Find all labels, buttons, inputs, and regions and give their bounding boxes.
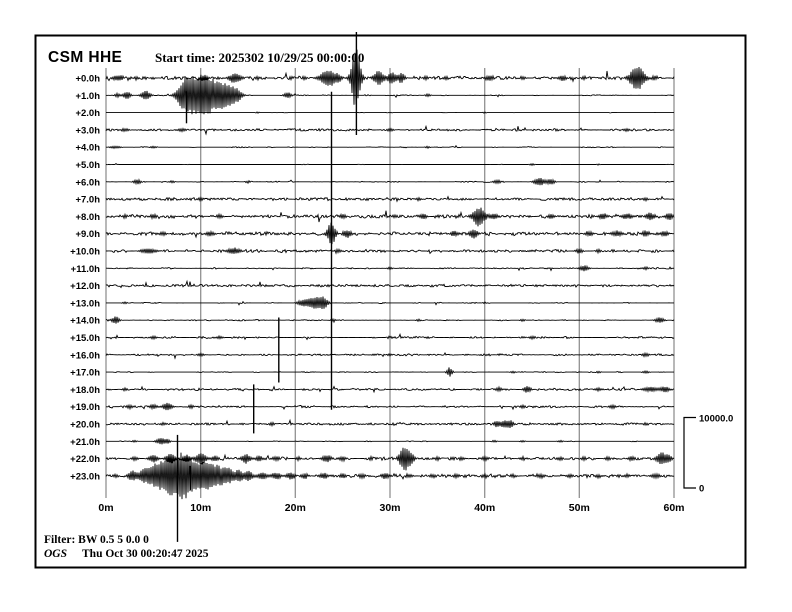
row-label: +10.0h: [70, 247, 100, 258]
x-tick-label: 40m: [474, 502, 495, 514]
row-label: +8.0h: [75, 212, 100, 223]
agency-label: OGS: [44, 548, 67, 560]
row-label: +20.0h: [70, 420, 100, 431]
gridlines: [105, 68, 675, 498]
row-label: +15.0h: [70, 333, 100, 344]
x-tick-label: 0m: [98, 502, 113, 514]
row-label: +2.0h: [75, 108, 100, 119]
seismic-traces: [105, 32, 675, 542]
row-label: +4.0h: [75, 143, 100, 154]
row-label: +19.0h: [70, 402, 100, 413]
x-tick-label: 50m: [569, 502, 590, 514]
x-tick-label: 30m: [379, 502, 400, 514]
row-label: +22.0h: [70, 454, 100, 465]
row-label: +17.0h: [70, 368, 100, 379]
row-label: +16.0h: [70, 350, 100, 361]
row-label: +6.0h: [75, 177, 100, 188]
start-time-label: Start time: 2025302 10/29/25 00:00:00: [155, 50, 364, 65]
x-tick-label: 60m: [663, 502, 684, 514]
row-label: +5.0h: [75, 160, 100, 171]
row-label: +23.0h: [70, 471, 100, 482]
amplitude-scale-bracket: [683, 416, 696, 489]
x-tick-label: 20m: [285, 502, 306, 514]
filter-label: Filter: BW 0.5 5 0.0 0: [44, 534, 149, 546]
row-label: +3.0h: [75, 125, 100, 136]
generated-timestamp: Thu Oct 30 00:20:47 2025: [82, 548, 209, 560]
plot-border: [34, 34, 747, 569]
scale-max-label: 10000.0: [699, 414, 733, 425]
row-label: +0.0h: [75, 74, 100, 85]
x-axis-tick-labels: 0m 10m 20m 30m 40m 50m 60m: [98, 502, 684, 514]
scale-min-label: 0: [699, 484, 704, 495]
station-title: CSM HHE: [48, 49, 122, 66]
row-label: +12.0h: [70, 281, 100, 292]
row-label: +14.0h: [70, 316, 100, 327]
hour-row-labels: +0.0h +1.0h +2.0h +3.0h +4.0h +5.0h +6.0h +7.0h…: [70, 74, 100, 483]
x-tick-label: 10m: [190, 502, 211, 514]
row-label: +13.0h: [70, 298, 100, 309]
row-label: +18.0h: [70, 385, 100, 396]
row-label: +11.0h: [71, 264, 101, 275]
row-label: +21.0h: [70, 437, 100, 448]
row-label: +9.0h: [75, 229, 100, 240]
row-label: +1.0h: [75, 91, 100, 102]
row-label: +7.0h: [75, 195, 100, 206]
